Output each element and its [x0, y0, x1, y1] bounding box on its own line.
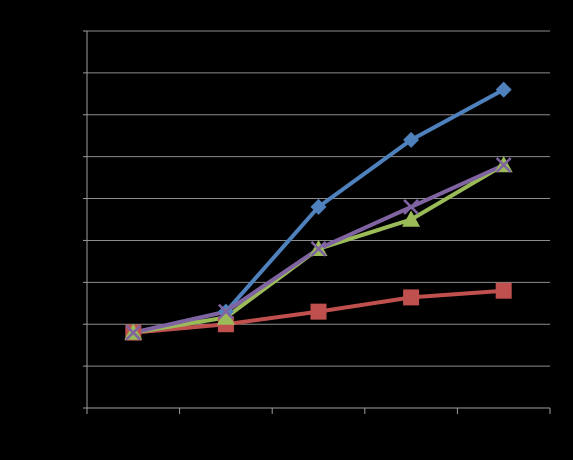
- data-point-x: [495, 157, 512, 173]
- axes: [83, 30, 551, 414]
- data-point-x: [125, 324, 142, 341]
- data-point-x: [310, 240, 327, 257]
- data-point-diamond: [403, 131, 420, 148]
- data-point-diamond: [495, 81, 512, 98]
- data-point-square: [495, 282, 512, 299]
- data-point-square: [403, 289, 420, 306]
- series-markers: [124, 81, 513, 341]
- data-point-square: [310, 303, 327, 320]
- data-point-x: [218, 303, 234, 320]
- data-point-triangle: [216, 308, 235, 325]
- data-point-triangle: [402, 210, 421, 227]
- data-point-diamond: [310, 198, 327, 215]
- data-point-x: [403, 199, 419, 215]
